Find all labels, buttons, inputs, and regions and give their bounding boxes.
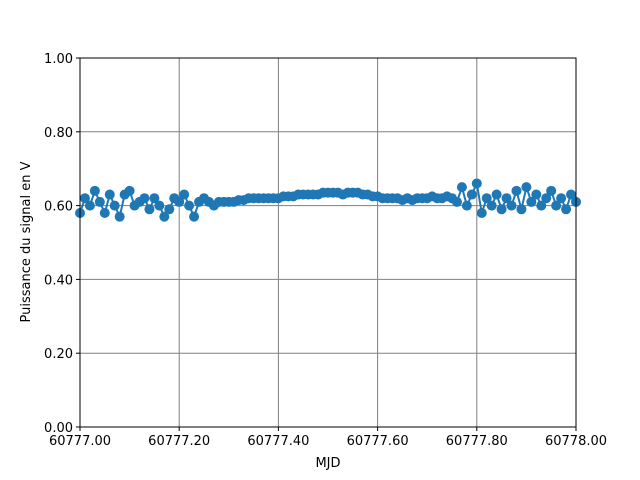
data-point (496, 204, 507, 215)
y-tick-label: 0.80 (44, 126, 73, 141)
data-point (104, 189, 115, 200)
plot-frame (79, 57, 577, 428)
data-point (89, 185, 100, 196)
data-point (501, 193, 512, 204)
data-point (174, 196, 185, 207)
data-point (159, 211, 170, 222)
data-point (466, 189, 477, 200)
data-point (551, 200, 562, 211)
data-point (461, 200, 472, 211)
data-point (536, 200, 547, 211)
x-tick-label: 60777.20 (148, 434, 210, 449)
data-point (491, 189, 502, 200)
data-point (531, 189, 542, 200)
data-point (124, 185, 135, 196)
data-point (541, 193, 552, 204)
data-point (451, 196, 462, 207)
data-point (99, 207, 110, 218)
data-point (184, 200, 195, 211)
data-point (164, 204, 175, 215)
y-tick-label: 1.00 (44, 52, 73, 67)
data-point (506, 200, 517, 211)
data-point (84, 200, 95, 211)
y-axis-label: Puissance du signal en V (19, 161, 34, 322)
x-tick-label: 60777.00 (49, 434, 111, 449)
x-tick-label: 60777.60 (347, 434, 409, 449)
data-point (566, 189, 577, 200)
data-point (189, 211, 200, 222)
data-point (139, 193, 150, 204)
y-tick-label: 0.20 (44, 347, 73, 362)
data-point (179, 189, 190, 200)
data-point (471, 178, 482, 189)
data-point (456, 182, 467, 193)
x-axis-label: MJD (315, 456, 340, 471)
data-point (79, 193, 90, 204)
x-tick-label: 60777.80 (446, 434, 508, 449)
data-point (154, 200, 165, 211)
data-point (521, 182, 532, 193)
data-point (144, 204, 155, 215)
y-tick-label: 0.60 (44, 200, 73, 215)
data-point (561, 204, 572, 215)
data-point (556, 193, 567, 204)
data-point (486, 200, 497, 211)
data-point (149, 193, 160, 204)
data-point (511, 185, 522, 196)
data-point (516, 204, 527, 215)
data-point (476, 207, 487, 218)
x-tick-label: 60778.00 (545, 434, 607, 449)
data-point (481, 193, 492, 204)
data-point (109, 200, 120, 211)
data-point (94, 196, 105, 207)
data-point (526, 196, 537, 207)
x-tick-label: 60777.40 (247, 434, 309, 449)
data-point (114, 211, 125, 222)
data-point (546, 185, 557, 196)
y-tick-label: 0.00 (44, 421, 73, 436)
y-tick-label: 0.40 (44, 273, 73, 288)
